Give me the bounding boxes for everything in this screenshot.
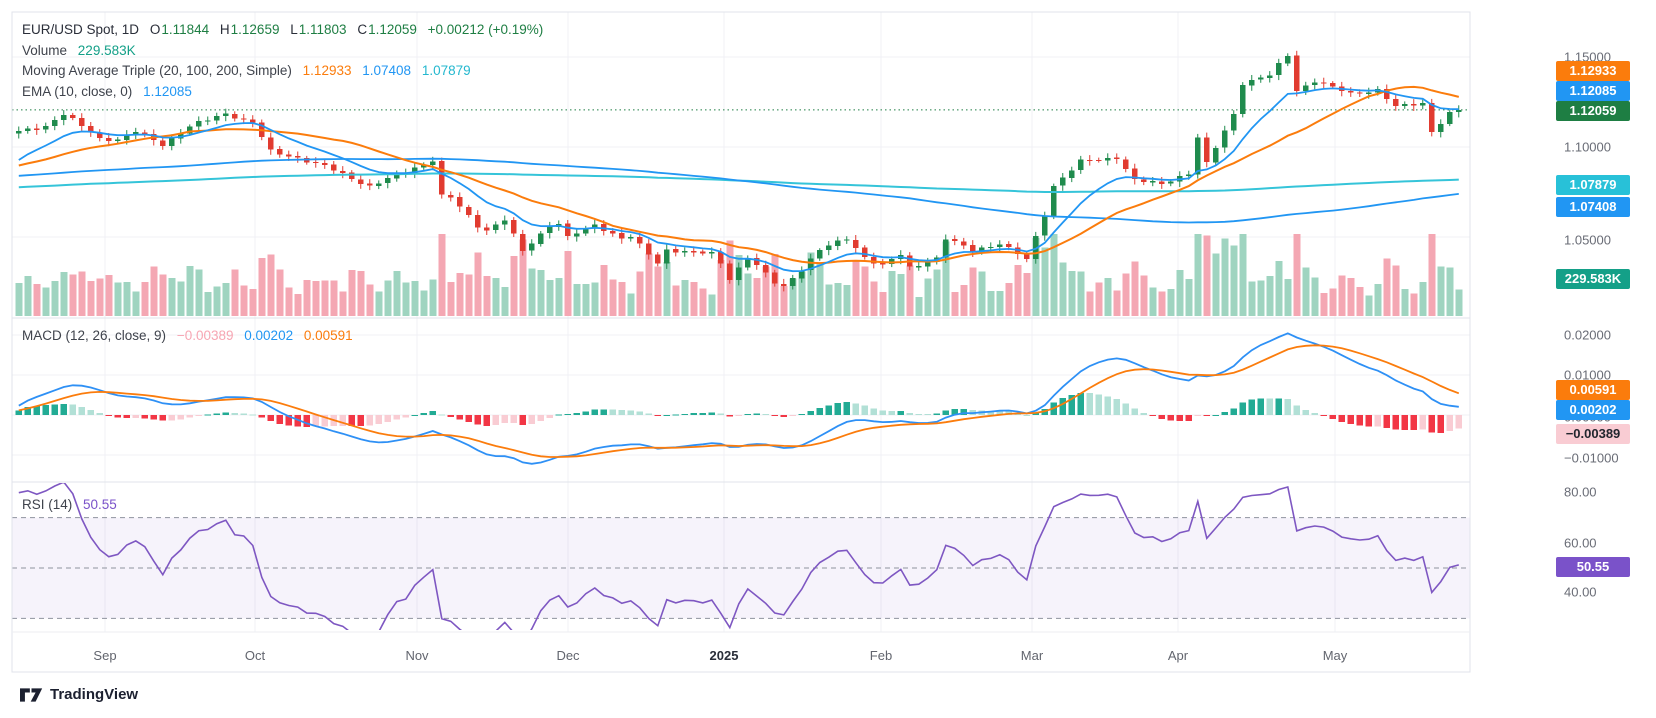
last-price-badge: 1.12059 [1556, 101, 1630, 121]
legend-ma-triple-row[interactable]: Moving Average Triple (20, 100, 200, Sim… [22, 63, 478, 78]
low-value: 1.11803 [298, 22, 347, 37]
rsi-label: RSI (14) [22, 497, 73, 512]
time-axis-label: Dec [556, 648, 580, 663]
volume-value-badge: 229.583K [1556, 269, 1630, 289]
sma20-value-badge: 1.12933 [1556, 61, 1630, 81]
ma20-legend-value: 1.12933 [302, 63, 352, 78]
legend-ema-row[interactable]: EMA (10, close, 0) 1.12085 [22, 84, 199, 99]
macd-hist-value-badge: −0.00389 [1556, 424, 1630, 444]
ema-label: EMA (10, close, 0) [22, 84, 133, 99]
macd-line-value-badge: 0.00202 [1556, 400, 1630, 420]
branding-footer[interactable]: TradingView [20, 686, 138, 703]
open-label: O [149, 22, 161, 37]
macd-hist-legend-value: −0.00389 [176, 328, 234, 343]
sma100-value-badge: 1.07408 [1556, 197, 1630, 217]
axis-tick-label: 0.02000 [1564, 327, 1611, 343]
time-axis-label: May [1322, 648, 1348, 663]
rsi-legend-value: 50.55 [83, 497, 117, 512]
time-axis-label: 2025 [709, 648, 739, 663]
axis-tick-label: 1.10000 [1564, 139, 1611, 155]
axis-tick-label: 60.00 [1564, 535, 1597, 551]
tradingview-logo-icon [20, 687, 43, 702]
low-label: L [290, 22, 298, 37]
time-axis-label: Apr [1167, 648, 1189, 663]
macd-histogram [15, 392, 1462, 433]
axis-tick-label: 0.01000 [1564, 367, 1611, 383]
legend-macd-row[interactable]: MACD (12, 26, close, 9) −0.00389 0.00202… [22, 328, 360, 343]
change-value: +0.00212 (+0.19%) [427, 22, 544, 37]
axis-tick-label: 40.00 [1564, 584, 1597, 600]
ema-legend-value: 1.12085 [143, 84, 192, 99]
ema10-value-badge: 1.12085 [1556, 81, 1630, 101]
macd-line-legend-value: 0.00202 [244, 328, 294, 343]
volume-legend-value: 229.583K [77, 43, 136, 58]
axis-tick-label: −0.01000 [1564, 450, 1619, 466]
axis-tick-label: 1.15000 [1564, 49, 1611, 65]
open-value: 1.11844 [161, 22, 210, 37]
ma100-legend-value: 1.07408 [362, 63, 412, 78]
macd-signal-legend-value: 0.00591 [303, 328, 353, 343]
volume-bars [15, 234, 1463, 316]
axis-tick-label: 80.00 [1564, 484, 1597, 500]
legend-symbol-row[interactable]: EUR/USD Spot, 1D O1.11844 H1.12659 L1.11… [22, 22, 550, 37]
time-axis-label: Feb [869, 648, 893, 663]
time-axis-label: Mar [1020, 648, 1044, 663]
ma-triple-label: Moving Average Triple (20, 100, 200, Sim… [22, 63, 292, 78]
macd-label: MACD (12, 26, close, 9) [22, 328, 167, 343]
volume-label: Volume [22, 43, 68, 58]
symbol-title: EUR/USD Spot, 1D [22, 22, 140, 37]
time-axis-label: Sep [93, 648, 117, 663]
sma200-value-badge: 1.07879 [1556, 175, 1630, 195]
brand-name: TradingView [50, 686, 139, 703]
high-label: H [219, 22, 230, 37]
ma200-legend-value: 1.07879 [421, 63, 471, 78]
candles [16, 50, 1462, 292]
high-value: 1.12659 [230, 22, 280, 37]
macd-signal-value-badge: 0.00591 [1556, 380, 1630, 400]
time-axis-label: Nov [405, 648, 429, 663]
time-axis-label: Oct [244, 648, 266, 663]
close-label: C [357, 22, 368, 37]
rsi-value-badge: 50.55 [1556, 557, 1630, 577]
legend-rsi-row[interactable]: RSI (14) 50.55 [22, 497, 124, 512]
legend-volume-row[interactable]: Volume 229.583K [22, 43, 143, 58]
close-value: 1.12059 [368, 22, 417, 37]
axis-tick-label: 1.05000 [1564, 232, 1611, 248]
